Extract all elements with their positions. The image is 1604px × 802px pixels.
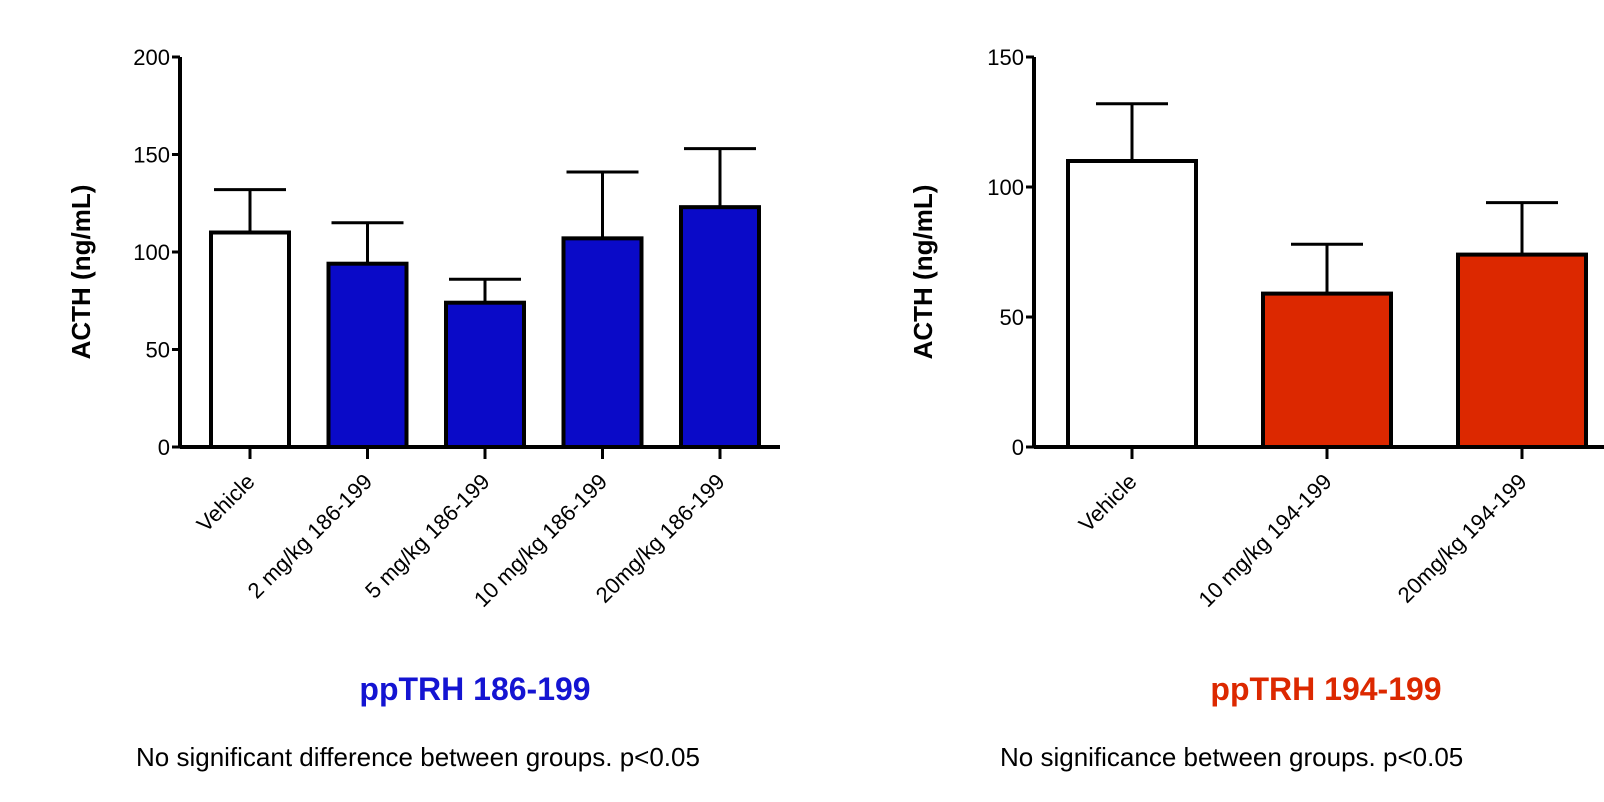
bar [679,205,761,449]
bar [1456,252,1588,449]
y-tick-label: 0 [158,435,170,460]
group-label: ppTRH 194-199 [1210,671,1441,707]
x-tick-label: 2 mg/kg 186-199 [243,469,377,603]
bar [1261,291,1393,449]
y-tick-label: 50 [1000,305,1024,330]
bar [444,300,526,450]
bar [209,230,291,449]
y-axis-title: ACTH (ng/mL) [66,185,96,360]
x-tick-label: 20mg/kg 194-199 [1393,469,1532,608]
x-tick-label: 20mg/kg 186-199 [591,469,730,608]
y-tick-label: 150 [987,45,1024,70]
bar [326,261,409,450]
y-tick-label: 100 [133,240,170,265]
y-tick-label: 150 [133,143,170,168]
significance-note-186-199: No significant difference between groups… [136,742,700,772]
y-axis-title: ACTH (ng/mL) [908,185,938,360]
group-label: ppTRH 186-199 [359,671,590,707]
x-tick-label: 10 mg/kg 194-199 [1193,469,1336,612]
bar [561,236,644,449]
chart-panel-194-199: 0 50 100 150 ACTH (ng/mL) Vehicle 10 mg/kg 194… [908,45,1604,707]
x-tick-label: Vehicle [1074,469,1142,537]
x-tick-label: 5 mg/kg 186-199 [360,469,494,603]
x-tick-label: Vehicle [192,469,260,537]
significance-note-194-199: No significance between groups. p<0.05 [1000,742,1464,772]
y-tick-label: 0 [1012,435,1024,460]
y-tick-label: 100 [987,175,1024,200]
y-tick-label: 200 [133,45,170,70]
y-tick-label: 50 [146,338,170,363]
bar [1066,159,1198,449]
